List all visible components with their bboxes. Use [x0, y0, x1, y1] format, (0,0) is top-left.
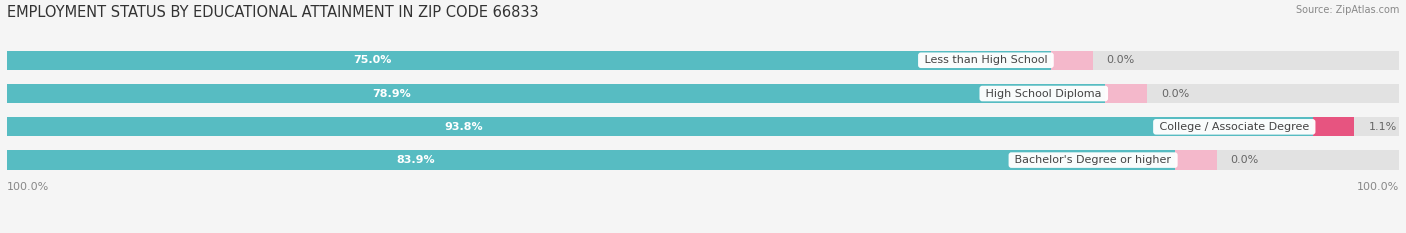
Text: 93.8%: 93.8% [444, 122, 484, 132]
Text: 75.0%: 75.0% [353, 55, 392, 65]
Bar [7, 51, 1052, 70]
Bar [7, 84, 1105, 103]
Bar [7, 151, 1175, 170]
Bar [7, 84, 1399, 103]
Text: Source: ZipAtlas.com: Source: ZipAtlas.com [1295, 5, 1399, 15]
Text: High School Diploma: High School Diploma [983, 89, 1105, 99]
Text: 78.9%: 78.9% [373, 89, 411, 99]
Text: 100.0%: 100.0% [7, 182, 49, 192]
Text: 0.0%: 0.0% [1107, 55, 1135, 65]
Bar [7, 117, 1399, 137]
Text: Bachelor's Degree or higher: Bachelor's Degree or higher [1011, 155, 1175, 165]
Text: Less than High School: Less than High School [921, 55, 1052, 65]
Bar [1175, 151, 1216, 170]
Text: 0.0%: 0.0% [1161, 89, 1189, 99]
Bar [1052, 51, 1092, 70]
Text: 1.1%: 1.1% [1368, 122, 1396, 132]
Text: 0.0%: 0.0% [1230, 155, 1258, 165]
Text: College / Associate Degree: College / Associate Degree [1156, 122, 1313, 132]
Text: 83.9%: 83.9% [396, 155, 434, 165]
Bar [7, 51, 1399, 70]
Text: EMPLOYMENT STATUS BY EDUCATIONAL ATTAINMENT IN ZIP CODE 66833: EMPLOYMENT STATUS BY EDUCATIONAL ATTAINM… [7, 5, 538, 20]
Bar [7, 117, 1313, 137]
Bar [1105, 84, 1147, 103]
Text: 100.0%: 100.0% [1357, 182, 1399, 192]
Bar [1313, 117, 1354, 137]
Bar [7, 151, 1399, 170]
